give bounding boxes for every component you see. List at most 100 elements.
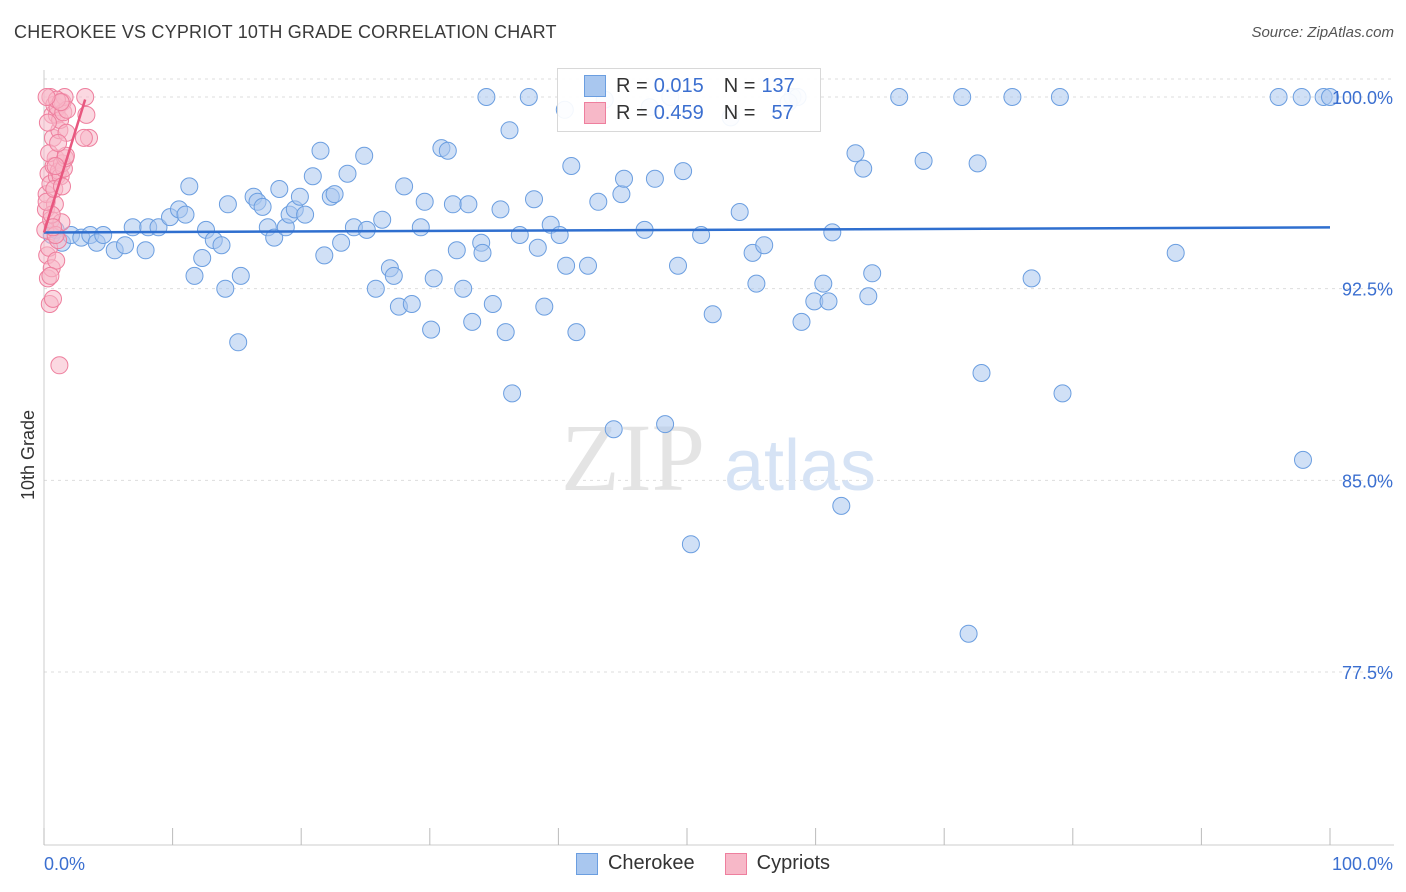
cherokee-point-26	[231, 266, 250, 285]
cherokee-point-74	[510, 226, 529, 244]
cherokee-point-107	[814, 274, 833, 293]
cherokee-point-122	[1022, 269, 1041, 288]
cherokee-point-55	[411, 218, 430, 237]
cherokee-point-95	[674, 162, 693, 181]
cypriot-point-51	[41, 266, 60, 285]
cherokee-point-116	[914, 151, 933, 170]
y-axis-title: 10th Grade	[18, 410, 38, 500]
cherokee-point-113	[859, 287, 878, 306]
cherokee-point-128	[1294, 450, 1312, 469]
cherokee-point-25	[229, 333, 248, 352]
cypriot-point-44	[76, 88, 95, 106]
cherokee-point-127	[1292, 88, 1311, 106]
cherokee-point-61	[443, 195, 462, 214]
cherokee-point-111	[846, 144, 865, 163]
cherokee-swatch	[584, 75, 606, 97]
legend-item-cherokee[interactable]: Cherokee	[575, 852, 695, 875]
cherokee-point-96	[681, 535, 700, 554]
y-tick-label-1: 92.5%	[1342, 280, 1393, 300]
tick-labels: 100.0% 92.5% 85.0% 77.5% 0.0% 100.0%	[44, 88, 1393, 874]
cherokee-point-76	[525, 190, 543, 209]
watermark-zip: ZIP	[561, 404, 705, 511]
legend-item-cypriots[interactable]: Cypriots	[724, 852, 830, 875]
legend-row-cypriot: R = 0.459 N = 57	[584, 100, 794, 126]
cherokee-point-94	[669, 256, 687, 275]
cherokee-point-46	[355, 146, 374, 165]
cherokee-point-19	[193, 249, 212, 267]
cherokee-point-40	[315, 246, 334, 265]
cherokee-point-11	[136, 241, 155, 260]
cherokee-point-123	[1050, 88, 1069, 106]
grid-lines	[44, 78, 1394, 673]
cherokee-point-89	[615, 169, 633, 188]
cherokee-point-48	[366, 279, 385, 298]
series-legend: Cherokee Cypriots	[0, 852, 1406, 875]
axes	[43, 70, 1394, 846]
cherokee-point-75	[519, 88, 538, 106]
cherokee-point-32	[270, 180, 289, 198]
n-value-cypriot: 57	[771, 101, 794, 124]
cherokee-point-22	[212, 236, 231, 255]
cherokee-point-101	[747, 274, 766, 293]
cherokee-point-44	[338, 164, 357, 183]
cherokee-point-121	[1003, 88, 1022, 106]
cherokee-point-73	[503, 384, 522, 403]
watermark: ZIP atlas	[561, 404, 876, 511]
cherokee-point-23	[216, 279, 235, 298]
cherokee-point-92	[656, 415, 675, 434]
cherokee-point-71	[496, 323, 515, 342]
cypriot-point-42	[38, 113, 57, 132]
cherokee-point-99	[730, 203, 749, 221]
cypriot-point-19	[47, 251, 66, 270]
cherokee-point-43	[332, 233, 351, 252]
cherokee-point-80	[550, 226, 569, 244]
cherokee-point-68	[477, 88, 496, 106]
r-value-cypriot: 0.459	[653, 101, 704, 124]
x-tick-label-min: 0.0%	[44, 854, 85, 874]
cherokee-point-62	[447, 241, 466, 260]
cherokee-point-42	[325, 185, 344, 204]
cherokee-point-53	[395, 177, 414, 196]
cherokee-point-77	[528, 238, 547, 257]
cherokee-swatch	[575, 852, 598, 875]
cherokee-point-84	[579, 256, 597, 275]
cherokee-trend-line	[43, 226, 1331, 234]
cherokee-point-29	[253, 197, 272, 216]
watermark-atlas: atlas	[724, 426, 876, 506]
cherokee-point-64	[459, 195, 478, 214]
y-tick-label-0: 100.0%	[1332, 88, 1393, 108]
cherokee-point-125	[1166, 243, 1185, 262]
cherokee-point-87	[604, 420, 623, 439]
cherokee-point-31	[265, 228, 284, 247]
cherokee-point-108	[819, 292, 838, 311]
cherokee-point-70	[491, 200, 510, 219]
y-tick-label-2: 85.0%	[1342, 471, 1393, 491]
cherokee-point-112	[854, 159, 873, 178]
cherokee-point-120	[972, 364, 991, 382]
cherokee-point-51	[384, 266, 403, 285]
y-tick-label-3: 77.5%	[1342, 663, 1393, 683]
cherokee-point-126	[1269, 88, 1288, 106]
cherokee-point-38	[303, 167, 322, 186]
cherokee-point-78	[535, 297, 554, 316]
cherokee-point-72	[500, 121, 519, 140]
source-label: Source: ZipAtlas.com	[1251, 24, 1394, 41]
cherokee-point-63	[454, 279, 473, 298]
cherokee-point-83	[567, 323, 586, 342]
series-cherokee	[42, 88, 1339, 643]
cherokee-point-60	[438, 141, 457, 160]
x-tick-label-max: 100.0%	[1332, 854, 1393, 874]
cherokee-point-56	[415, 192, 434, 211]
n-label: N =	[723, 74, 756, 97]
cherokee-point-58	[424, 269, 443, 288]
n-value-cherokee: 137	[761, 74, 795, 97]
legend-label-cherokee: Cherokee	[607, 852, 695, 874]
cherokee-point-130	[1321, 88, 1339, 106]
cherokee-point-37	[296, 205, 315, 224]
cherokee-point-18	[185, 266, 204, 285]
cherokee-point-118	[959, 624, 978, 643]
cypriot-trend-line	[42, 99, 87, 233]
cherokee-point-36	[290, 187, 309, 206]
cherokee-point-85	[589, 192, 608, 211]
